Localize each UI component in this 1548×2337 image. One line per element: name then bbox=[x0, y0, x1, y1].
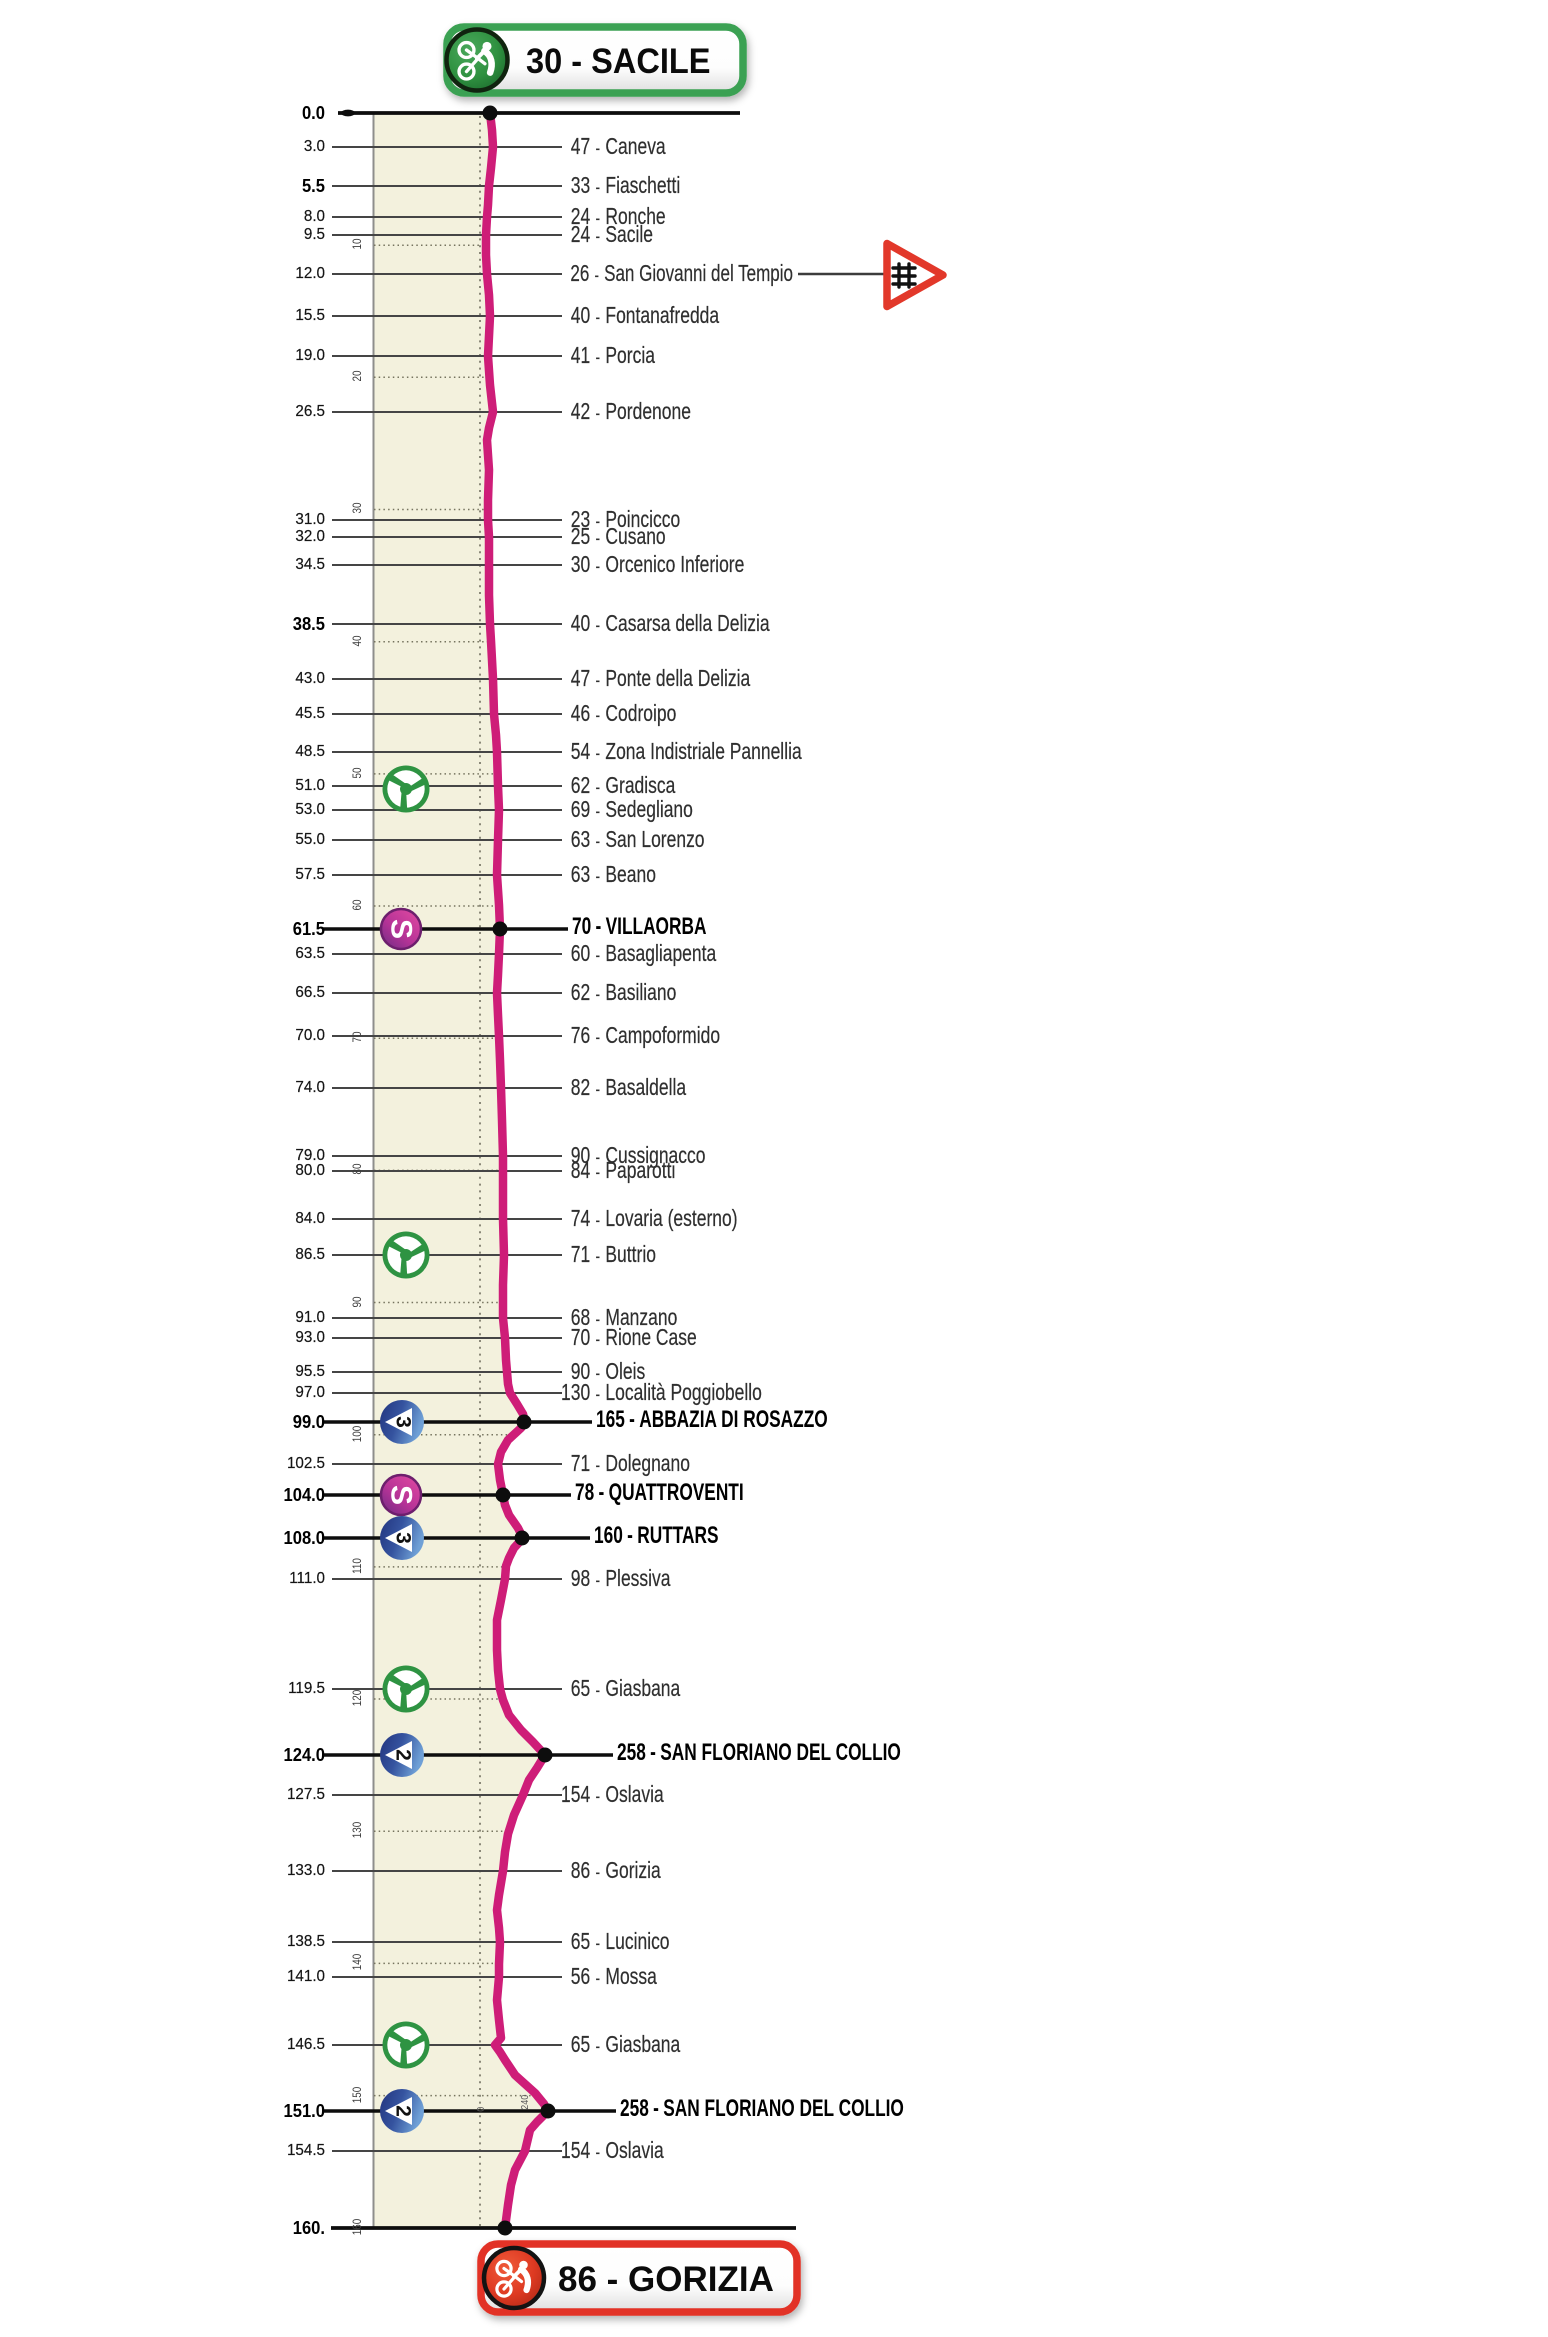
svg-text:S: S bbox=[385, 919, 418, 939]
svg-text:2: 2 bbox=[392, 1749, 415, 1761]
svg-text:S: S bbox=[385, 1485, 418, 1505]
svg-text:3: 3 bbox=[392, 1532, 415, 1544]
svg-text:2: 2 bbox=[392, 2105, 415, 2117]
svg-text:3: 3 bbox=[392, 1416, 415, 1428]
